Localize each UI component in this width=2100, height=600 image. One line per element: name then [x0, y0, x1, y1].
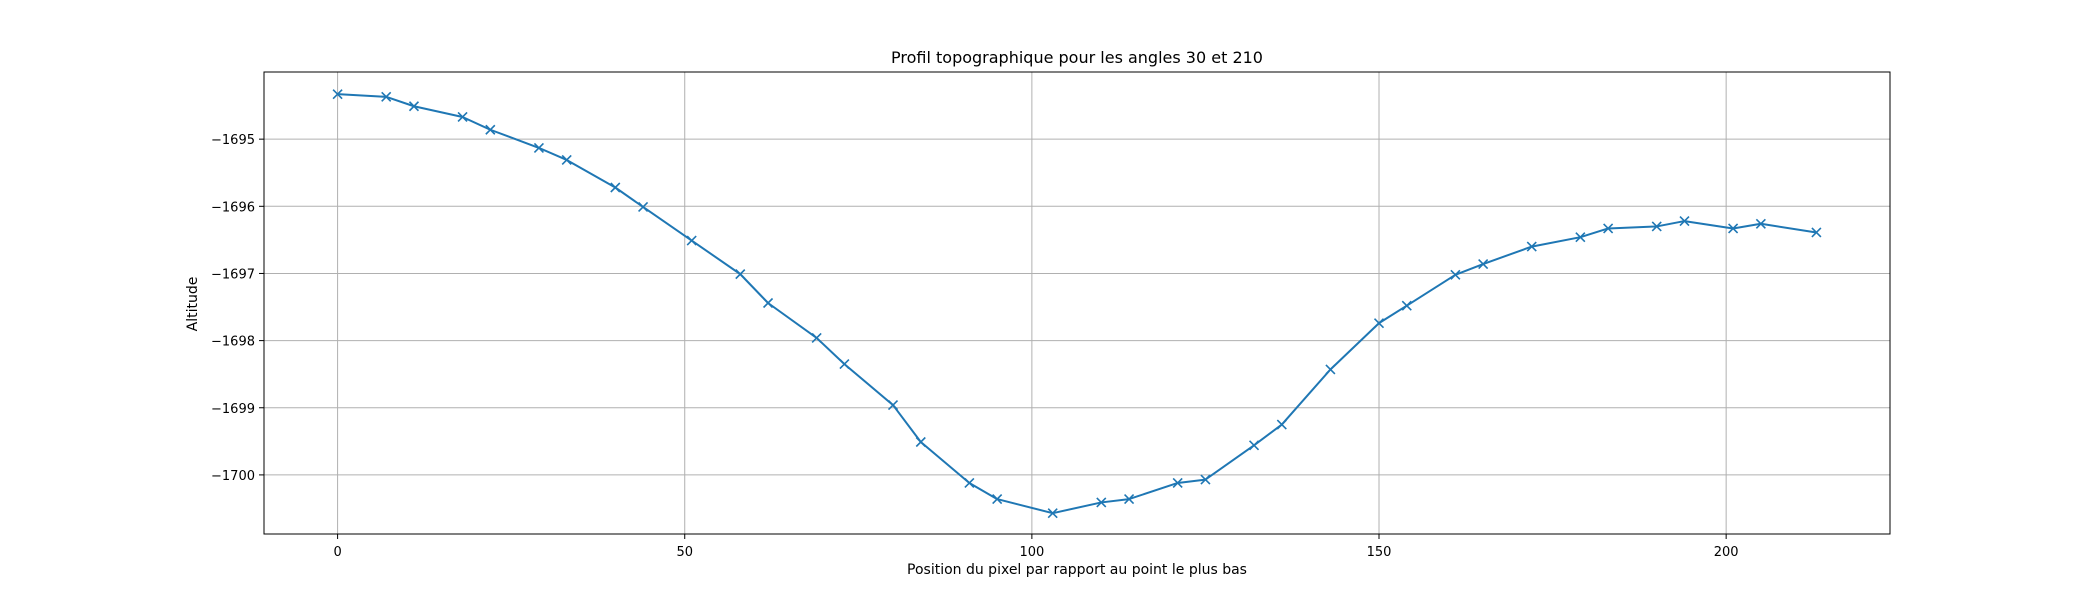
data-point-marker — [1096, 497, 1107, 508]
data-point-marker — [457, 111, 468, 123]
y-tick-label: −1695 — [211, 133, 255, 148]
series-markers — [332, 89, 1822, 519]
data-point-marker — [1200, 474, 1211, 485]
y-tick-label: −1697 — [211, 267, 255, 282]
data-point-marker — [1651, 221, 1662, 232]
y-tick-label: −1699 — [211, 402, 255, 417]
data-point-marker — [1325, 364, 1336, 375]
series-line — [337, 93, 1817, 515]
data-point-marker — [1526, 241, 1537, 252]
data-point-marker — [887, 400, 899, 411]
data-point-marker — [1124, 494, 1135, 505]
data-point-marker — [1603, 223, 1614, 234]
data-point-marker — [332, 89, 343, 100]
data-point-marker — [1679, 216, 1690, 227]
data-point-marker — [1401, 300, 1412, 311]
y-tick-label: −1696 — [211, 200, 255, 215]
data-point-marker — [1478, 258, 1489, 270]
data-point-marker — [762, 297, 774, 309]
data-point-marker — [964, 477, 975, 489]
data-point-marker — [561, 154, 572, 166]
data-point-marker — [1248, 440, 1260, 451]
plot-area-frame — [263, 71, 1891, 535]
y-tick-label: −1698 — [211, 335, 255, 350]
x-tick-label: 200 — [1714, 545, 1739, 560]
data-point-marker — [1755, 218, 1766, 229]
data-point-marker — [485, 124, 496, 135]
data-point-marker — [915, 436, 926, 448]
x-tick-label: 150 — [1367, 545, 1392, 560]
data-point-marker — [1276, 419, 1287, 430]
data-point-marker — [735, 269, 746, 280]
y-axis-label: Altitude — [185, 277, 201, 332]
data-point-marker — [686, 235, 697, 246]
data-point-marker — [1811, 227, 1822, 238]
data-point-marker — [381, 91, 392, 102]
y-tick-label: −1700 — [211, 469, 255, 484]
data-point-marker — [811, 332, 822, 343]
x-tick-label: 0 — [333, 545, 341, 560]
data-point-marker — [992, 494, 1003, 505]
series-line-layer — [337, 93, 1817, 515]
data-point-marker — [533, 142, 544, 153]
data-point-marker — [638, 201, 649, 213]
x-axis-label: Position du pixel par rapport au point l… — [907, 562, 1247, 578]
y-axis-ticks: −1695 −1696 −1697 −1698 −1699 −1700 — [211, 133, 264, 484]
data-point-marker — [1373, 318, 1385, 329]
data-point-marker — [1047, 508, 1058, 519]
x-axis-ticks: 0 50 100 150 200 — [333, 534, 1739, 560]
chart-title: Profil topographique pour les angles 30 … — [891, 48, 1263, 67]
x-tick-label: 100 — [1019, 545, 1044, 560]
data-point-marker — [610, 182, 621, 193]
grid — [264, 72, 1890, 534]
data-point-marker — [1575, 232, 1586, 243]
data-point-marker — [1728, 223, 1739, 234]
data-point-marker — [408, 101, 420, 112]
data-point-marker — [839, 359, 850, 370]
data-point-marker — [1450, 269, 1461, 280]
data-point-marker — [1172, 477, 1183, 489]
x-tick-label: 50 — [676, 545, 693, 560]
